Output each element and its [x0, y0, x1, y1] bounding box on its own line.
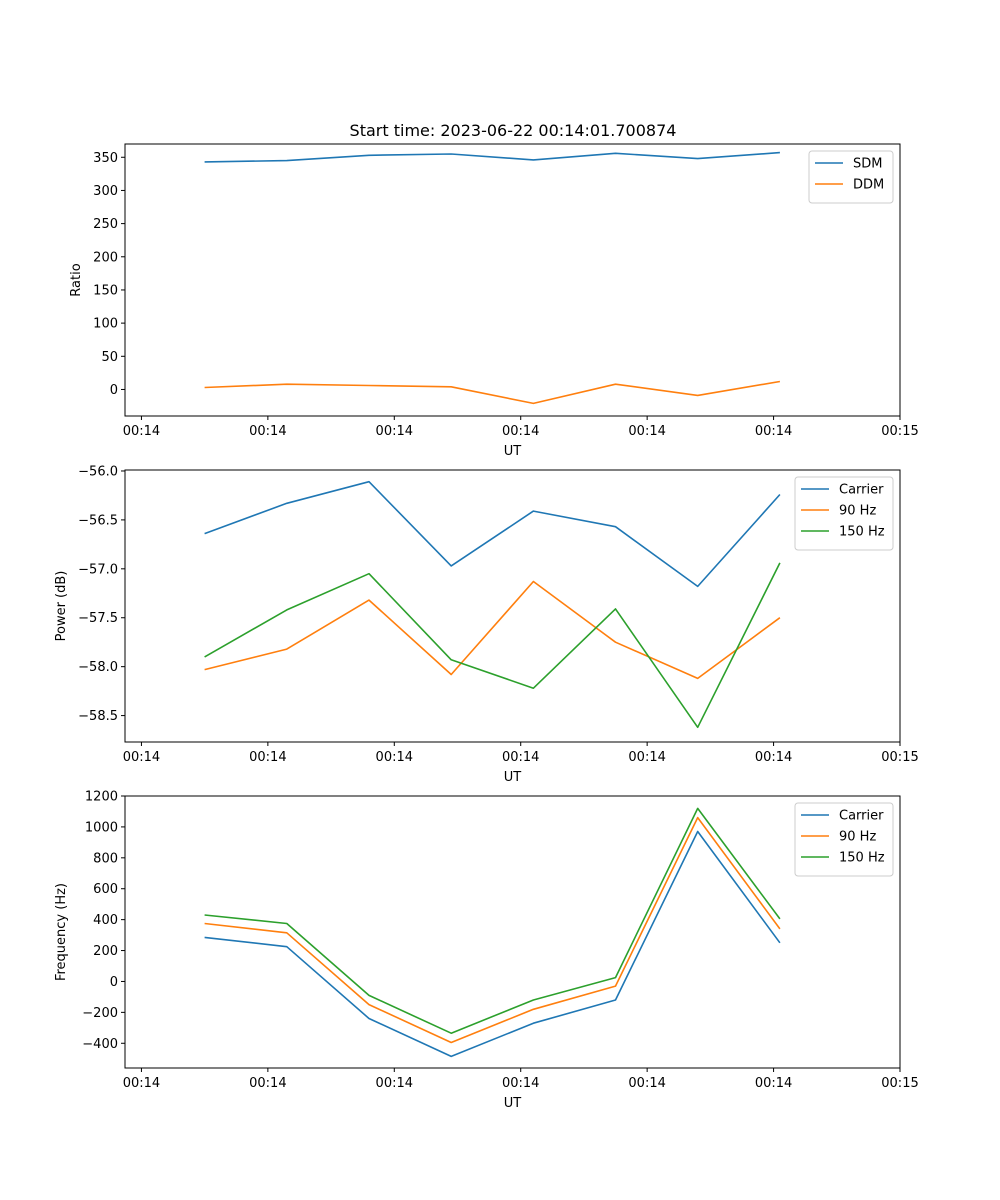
y-tick-label: −58.0 — [78, 660, 118, 675]
x-axis-label: UT — [504, 444, 522, 459]
y-tick-label: 50 — [101, 350, 118, 365]
x-tick-label: 00:14 — [123, 750, 160, 765]
series-line-carrier — [204, 480, 781, 588]
y-axis-label: Ratio — [69, 263, 84, 296]
axes-frame — [124, 143, 901, 417]
y-tick-label: 400 — [93, 913, 118, 928]
x-axis-label: UT — [504, 1096, 522, 1111]
legend-label: 90 Hz — [839, 830, 876, 845]
legend-label: Carrier — [839, 809, 884, 824]
x-tick-label: 00:14 — [755, 750, 792, 765]
series-line-carrier — [204, 830, 781, 1058]
figure-title: Start time: 2023-06-22 00:14:01.700874 — [350, 121, 677, 140]
y-axis-label: Frequency (Hz) — [54, 883, 69, 981]
x-tick-label: 00:14 — [755, 424, 792, 439]
x-tick-label: 00:14 — [628, 750, 665, 765]
y-tick-label: 0 — [110, 975, 118, 990]
legend-label: 150 Hz — [839, 525, 885, 540]
y-tick-label: 1200 — [85, 790, 118, 805]
x-tick-label: 00:14 — [123, 1076, 160, 1091]
legend: Carrier 90 Hz 150 Hz — [794, 802, 894, 877]
x-tick-label: 00:15 — [881, 1076, 918, 1091]
x-tick-label: 00:14 — [376, 1076, 413, 1091]
x-tick-label: 00:14 — [249, 424, 286, 439]
y-tick-label: −400 — [82, 1037, 118, 1052]
x-tick-label: 00:14 — [502, 424, 539, 439]
y-tick-label: 350 — [93, 151, 118, 166]
legend-label: 90 Hz — [839, 504, 876, 519]
legend-label: DDM — [853, 178, 884, 193]
x-tick-label: 00:14 — [755, 1076, 792, 1091]
y-tick-label: 1000 — [85, 820, 118, 835]
x-tick-label: 00:14 — [502, 750, 539, 765]
series-line-150-hz — [204, 562, 781, 729]
x-tick-label: 00:14 — [376, 424, 413, 439]
legend-label: 150 Hz — [839, 851, 885, 866]
legend-box — [808, 150, 894, 204]
legend: Carrier 90 Hz 150 Hz — [794, 476, 894, 551]
y-tick-label: −56.5 — [78, 513, 118, 528]
y-tick-label: −58.5 — [78, 709, 118, 724]
chart-panel-1: 00:14 00:14 00:14 00:14 00:14 00:14 00:15 0 50 10… — [69, 143, 919, 459]
y-tick-label: 100 — [93, 317, 118, 332]
chart-panel-2: 00:14 00:14 00:14 00:14 00:14 00:14 00:15 −56.0… — [54, 464, 919, 785]
y-tick-label: −200 — [82, 1006, 118, 1021]
axes-frame — [124, 795, 901, 1069]
y-tick-label: 800 — [93, 851, 118, 866]
x-tick-label: 00:14 — [628, 424, 665, 439]
y-tick-label: 0 — [110, 383, 118, 398]
y-tick-label: −57.5 — [78, 611, 118, 626]
y-tick-label: 300 — [93, 184, 118, 199]
x-tick-label: 00:15 — [881, 424, 918, 439]
y-tick-label: 250 — [93, 217, 118, 232]
y-tick-label: 600 — [93, 882, 118, 897]
y-axis-label: Power (dB) — [54, 571, 69, 642]
series-line-90-hz — [204, 816, 781, 1044]
axes-frame — [124, 469, 901, 743]
series-line-150-hz — [204, 807, 781, 1034]
x-tick-label: 00:15 — [881, 750, 918, 765]
legend-label: Carrier — [839, 483, 884, 498]
chart-panel-3: 00:14 00:14 00:14 00:14 00:14 00:14 00:15 −400 −… — [54, 790, 919, 1112]
x-tick-label: 00:14 — [628, 1076, 665, 1091]
x-tick-label: 00:14 — [502, 1076, 539, 1091]
y-tick-label: −56.0 — [78, 464, 118, 479]
y-tick-label: 200 — [93, 250, 118, 265]
x-tick-label: 00:14 — [376, 750, 413, 765]
series-line-90-hz — [204, 580, 781, 680]
series-line-ddm — [204, 380, 781, 405]
legend-label: SDM — [853, 157, 882, 172]
legend: SDM DDM — [808, 150, 894, 204]
series-line-sdm — [204, 151, 780, 163]
x-axis-label: UT — [504, 770, 522, 785]
x-tick-label: 00:14 — [249, 1076, 286, 1091]
y-tick-label: −57.0 — [78, 562, 118, 577]
x-tick-label: 00:14 — [123, 424, 160, 439]
y-tick-label: 150 — [93, 283, 118, 298]
x-tick-label: 00:14 — [249, 750, 286, 765]
y-tick-label: 200 — [93, 944, 118, 959]
